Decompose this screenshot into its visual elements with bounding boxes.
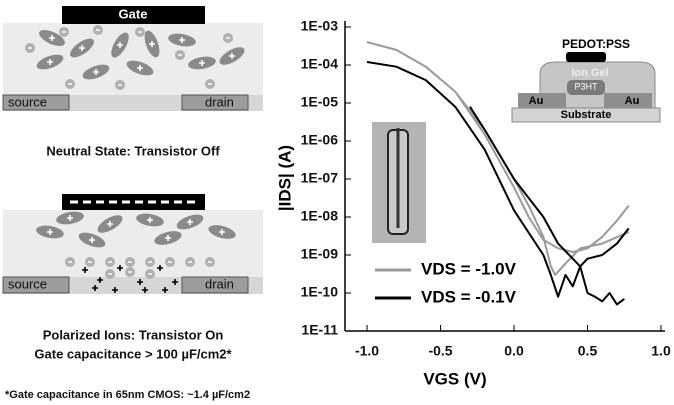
- caption: Gate capacitance > 100 µF/cm2*: [34, 346, 232, 361]
- x-tick-label: 1.0: [651, 343, 671, 359]
- legend-label: VDS = -0.1V: [421, 287, 517, 306]
- caption: Polarized Ions: Transistor On: [43, 327, 224, 342]
- gate-label: Gate: [119, 6, 148, 21]
- y-tick-label: 1E-07: [301, 170, 339, 186]
- x-tick-label: -1.0: [355, 343, 379, 359]
- y-tick-label: 1E-11: [301, 322, 338, 338]
- inset-label: Substrate: [561, 109, 612, 121]
- footnote: *Gate capacitance in 65nm CMOS: ~1.4 µF/…: [5, 389, 250, 401]
- y-tick-label: 1E-06: [301, 132, 339, 148]
- y-axis-title: |IDS| (A): [275, 145, 294, 211]
- drain-label: drain: [205, 94, 234, 109]
- x-axis-title: VGS (V): [423, 369, 486, 388]
- inset-label: PEDOT:PSS: [562, 37, 630, 51]
- inset-label: Au: [529, 95, 544, 107]
- drain-label: drain: [205, 276, 234, 291]
- y-tick-label: 1E-05: [301, 94, 339, 110]
- y-tick-label: 1E-09: [301, 246, 339, 262]
- page: {"diagrams":{"top":{"gate":"Gate","sourc…: [0, 0, 674, 405]
- y-tick-label: 1E-04: [301, 56, 339, 72]
- x-tick-label: 0.5: [578, 343, 598, 359]
- inset-label: Ion Gel: [571, 67, 608, 79]
- y-tick-label: 1E-10: [301, 284, 339, 300]
- caption: Neutral State: Transistor Off: [46, 143, 220, 158]
- inset-label: Au: [625, 95, 640, 107]
- x-tick-label: 0.0: [504, 343, 524, 359]
- source-label: source: [8, 94, 47, 109]
- legend-label: VDS = -1.0V: [421, 259, 517, 278]
- inset-label: P3HT: [574, 81, 598, 91]
- x-tick-label: -0.5: [428, 343, 452, 359]
- y-tick-label: 1E-03: [301, 18, 339, 34]
- source-label: source: [8, 276, 47, 291]
- pedot: [566, 52, 606, 62]
- figure: Gate source drain Neutral State: Transis…: [0, 0, 674, 405]
- y-tick-label: 1E-08: [301, 208, 339, 224]
